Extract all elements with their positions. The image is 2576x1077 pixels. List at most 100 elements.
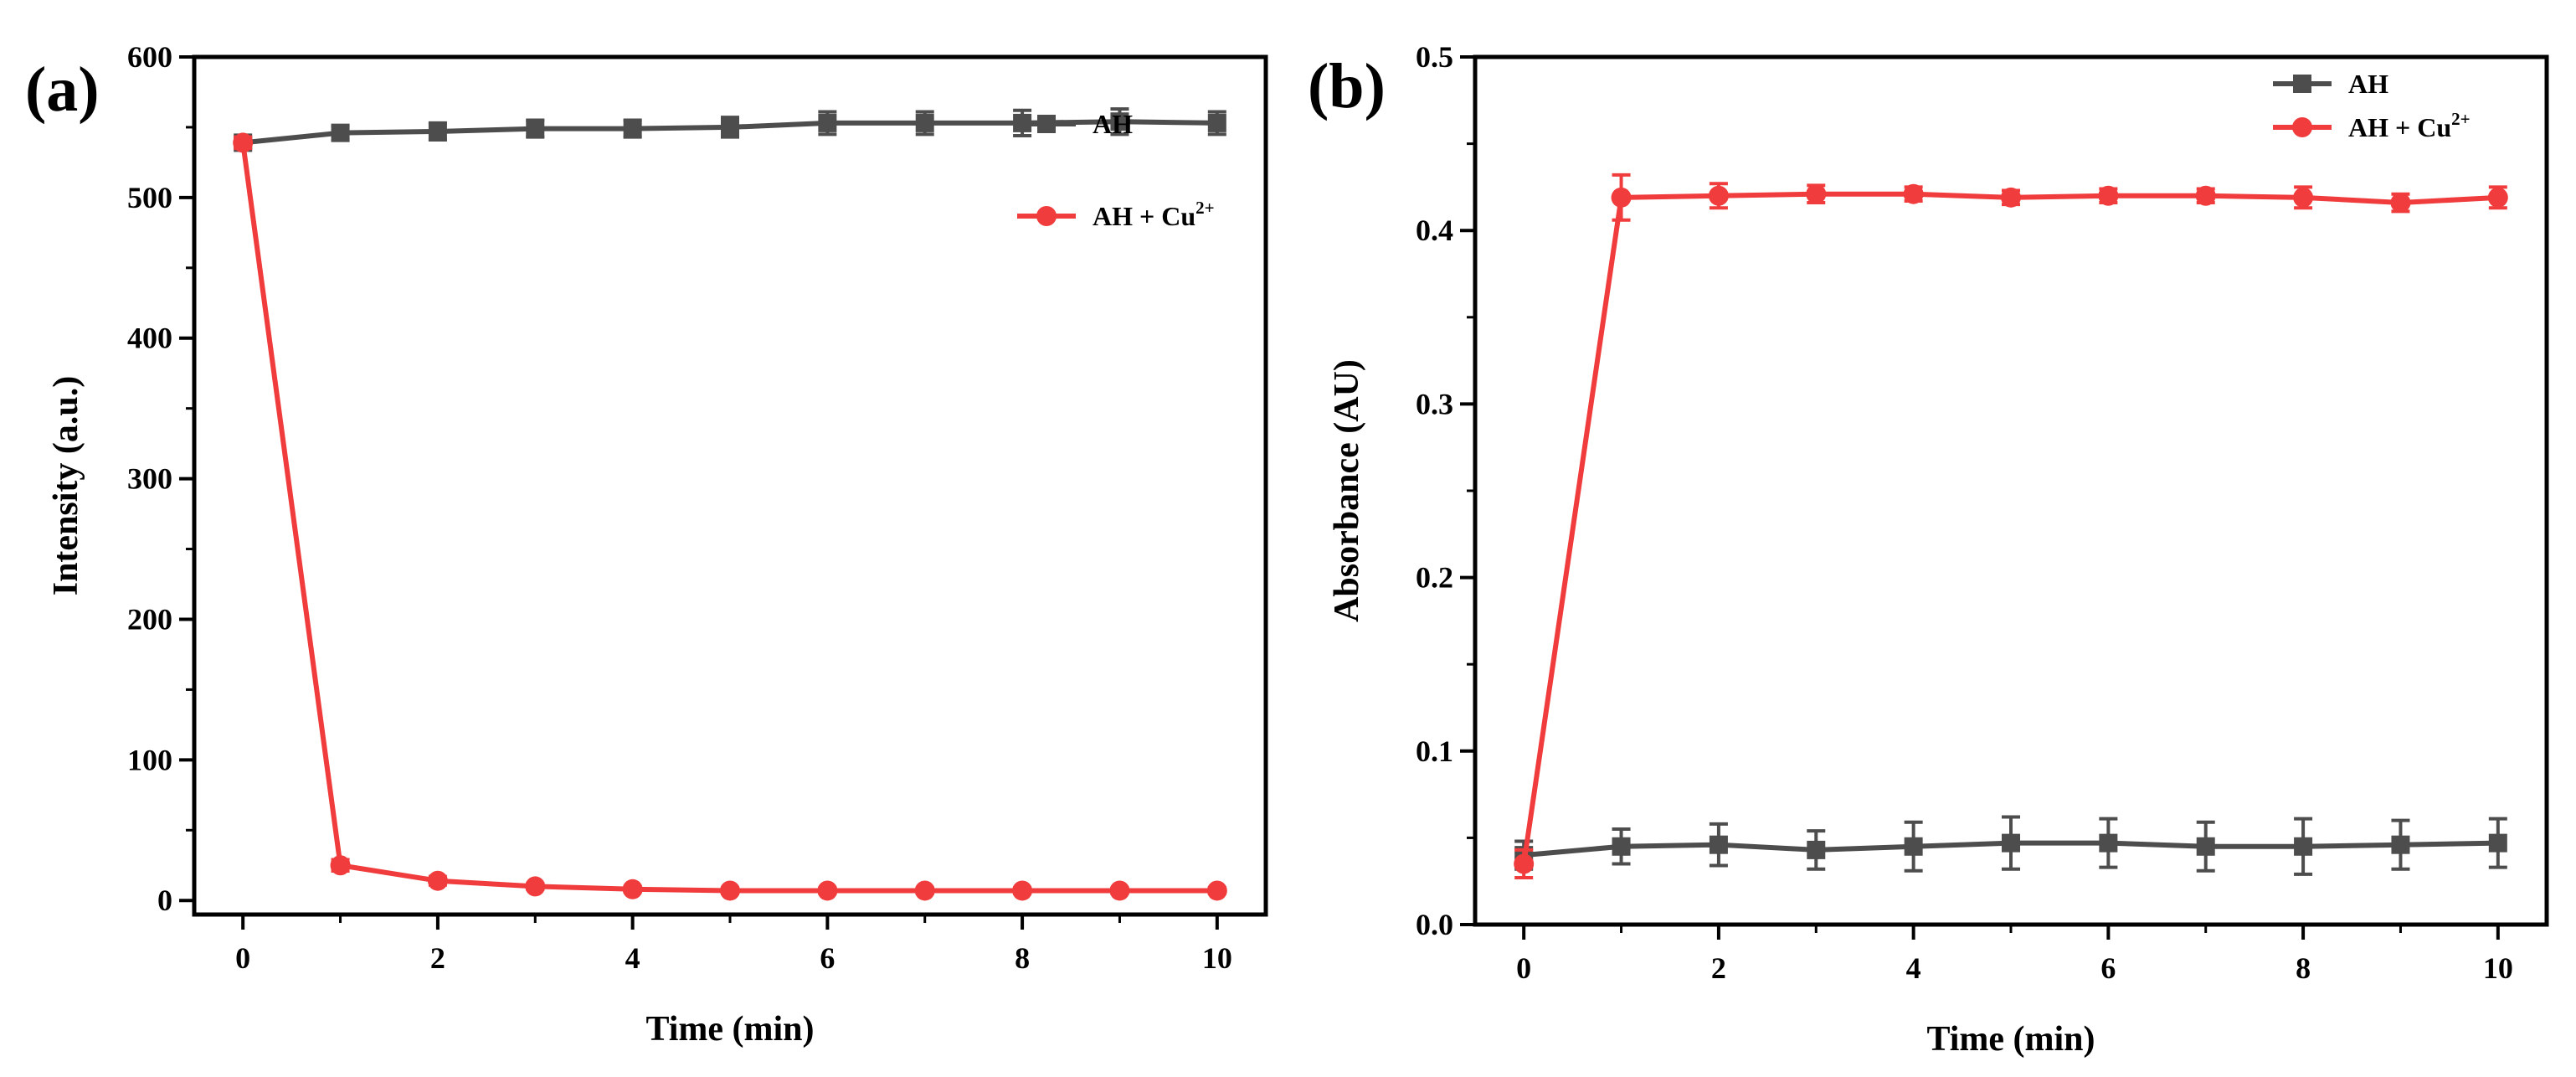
- data-point: [1012, 880, 1033, 901]
- legend-marker: [1037, 115, 1056, 133]
- y-tick-label: 100: [127, 743, 172, 776]
- data-point: [1903, 183, 1924, 204]
- data-point: [1709, 835, 1728, 854]
- legend-label: AH + Cu2+: [2348, 109, 2471, 142]
- legend-label: AH: [2348, 69, 2388, 99]
- data-point: [2488, 833, 2507, 853]
- y-tick-label: 0.0: [1416, 908, 1453, 941]
- legend-item-ah: AH: [1017, 109, 1133, 139]
- legend-marker: [2293, 75, 2311, 93]
- series-line: [1521, 191, 2498, 864]
- data-point: [2001, 187, 2021, 208]
- plot-frame: [1473, 54, 2549, 927]
- y-tick-label: 400: [127, 322, 172, 355]
- data-point: [2195, 185, 2216, 206]
- x-tick-label: 2: [1711, 951, 1726, 985]
- data-point: [818, 113, 837, 132]
- data-point: [525, 876, 546, 897]
- legend-marker: [1036, 206, 1057, 226]
- legend-label: AH + Cu2+: [1093, 198, 1215, 231]
- data-point: [720, 880, 740, 901]
- data-point: [914, 880, 935, 901]
- x-tick-label: 10: [2483, 951, 2513, 985]
- data-point: [623, 119, 642, 138]
- data-point: [526, 119, 545, 138]
- legend-item-ah: AH: [2273, 69, 2388, 99]
- data-point: [2099, 833, 2118, 853]
- panel-label: (a): [25, 54, 100, 125]
- data-point: [1109, 880, 1130, 901]
- legend-label-sup: 2+: [2451, 109, 2470, 129]
- legend-label-sup: 2+: [1195, 198, 1214, 218]
- series-ah: [234, 107, 1226, 152]
- y-tick-label: 200: [127, 602, 172, 636]
- y-tick-label: 0.3: [1416, 387, 1453, 420]
- data-point: [2390, 193, 2411, 214]
- data-point: [1807, 840, 1826, 859]
- data-point: [331, 123, 350, 142]
- legend-label-main: AH: [2348, 69, 2388, 99]
- legend-marker: [2292, 117, 2312, 137]
- data-point: [1611, 187, 1632, 208]
- y-axis-title: Intensity (a.u.): [47, 376, 85, 596]
- data-point: [428, 121, 447, 141]
- y-axis-title: Absorbance (AU): [1328, 359, 1366, 622]
- data-point: [2391, 835, 2410, 854]
- data-point: [1206, 880, 1227, 901]
- data-point: [1612, 837, 1631, 856]
- legend-label: AH: [1093, 109, 1133, 139]
- x-tick-label: 10: [1202, 941, 1232, 975]
- legend-item-ah-cu: AH + Cu2+: [2273, 109, 2471, 142]
- data-point: [2196, 837, 2215, 856]
- y-tick-label: 0.2: [1416, 561, 1453, 595]
- data-point: [1110, 112, 1129, 131]
- plot-frame: [192, 54, 1268, 917]
- data-point: [1514, 853, 1535, 874]
- series-ah-cu: [1514, 173, 2508, 880]
- data-point: [1708, 185, 1729, 206]
- y-tick-label: 0.1: [1416, 734, 1453, 768]
- y-tick-label: 600: [127, 40, 172, 74]
- series-line: [240, 142, 1217, 894]
- y-tick-label: 0.5: [1416, 40, 1453, 74]
- x-axis-title: Time (min): [645, 1010, 814, 1049]
- x-tick-label: 0: [1516, 951, 1531, 985]
- legend-label-main: AH: [1093, 109, 1133, 139]
- x-tick-label: 8: [2296, 951, 2311, 985]
- data-point: [622, 879, 643, 899]
- data-point: [2002, 833, 2020, 853]
- data-point: [2487, 187, 2508, 208]
- data-point: [233, 132, 254, 153]
- data-point: [1207, 113, 1226, 132]
- x-tick-label: 6: [820, 941, 835, 975]
- data-point: [2293, 187, 2314, 208]
- x-tick-label: 2: [430, 941, 445, 975]
- chart-panel-b: (b) 0 2 4 6 8 10 0.0 0.1 0.2 0.3 0.4 0.5 Time (min) Ab…: [1308, 40, 2549, 1059]
- data-point: [427, 870, 448, 891]
- data-point: [2098, 185, 2119, 206]
- x-tick-label: 6: [2100, 951, 2116, 985]
- series-ah: [1514, 815, 2507, 876]
- data-point: [2294, 837, 2313, 856]
- data-point: [1904, 837, 1923, 856]
- data-point: [721, 117, 739, 137]
- series-ah-cu: [233, 132, 1227, 901]
- y-tick-label: 500: [127, 181, 172, 214]
- y-tick-label: 300: [127, 462, 172, 496]
- legend-item-ah-cu: AH + Cu2+: [1017, 198, 1215, 231]
- x-tick-label: 4: [625, 941, 640, 975]
- legend-label-main: AH + Cu: [2348, 112, 2451, 142]
- x-tick-label: 0: [235, 941, 250, 975]
- x-tick-label: 8: [1015, 941, 1030, 975]
- panel-label: (b): [1308, 51, 1386, 121]
- y-tick-label: 0: [157, 884, 172, 917]
- data-point: [1806, 183, 1827, 204]
- data-point: [915, 113, 934, 132]
- data-point: [330, 855, 351, 876]
- y-tick-label: 0.4: [1416, 214, 1453, 247]
- x-tick-label: 4: [1906, 951, 1921, 985]
- x-axis-title: Time (min): [1926, 1020, 2095, 1059]
- legend-label-main: AH + Cu: [1093, 201, 1195, 231]
